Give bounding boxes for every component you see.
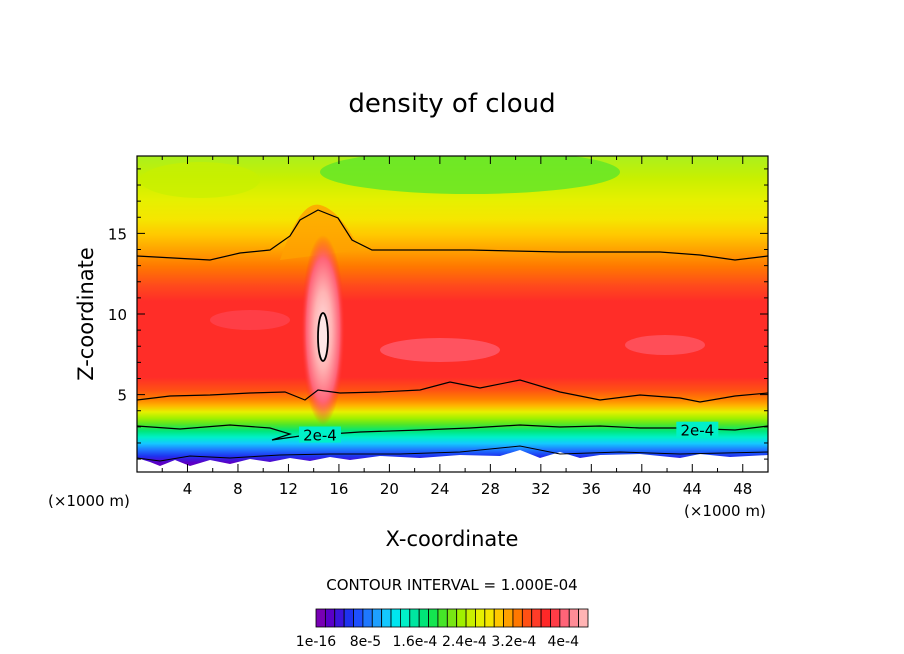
colorbar-swatch [400,608,411,628]
chart-title: density of cloud [348,89,555,119]
y-tick-label: 5 [117,387,127,405]
colorbar-swatch [531,608,542,628]
colorbar-swatch [362,608,373,628]
contour-label-background [676,421,719,438]
updraft-dome [280,204,360,260]
x-tick-label: 20 [380,480,399,498]
contour-line-2e-4 [137,424,768,441]
contour-line-lower [137,445,768,462]
colorbar-swatch [334,608,345,628]
colorbar-swatch [559,608,570,628]
mid-density-patch-right [625,335,705,355]
y-tick-label: 15 [108,225,127,243]
contour-labels: 2e-4 2e-4 [298,421,719,445]
colorbar-swatch [381,608,392,628]
x-tick-label: 8 [233,480,243,498]
colorbar-swatch [550,608,561,628]
x-tick-label: 40 [632,480,651,498]
colorbar [315,608,589,628]
contour-label: 2e-4 [303,427,337,445]
clear-air-base [137,450,768,472]
colorbar-swatch [475,608,486,628]
x-tick-label: 24 [430,480,449,498]
y-axis-label: Z-coordinate [74,247,98,381]
contour-interval-label: CONTOUR INTERVAL = 1.000E-04 [326,576,577,594]
contour-line-core [317,312,329,362]
x-tick-label: 28 [481,480,500,498]
colorbar-tick-label: 2.4e-4 [442,634,487,650]
colorbar-swatch [371,608,383,628]
x-tick-label: 36 [582,480,601,498]
colorbar-swatch [493,608,504,628]
x-unit-label-right: (×1000 m) [684,502,766,520]
colorbar-swatch [437,608,448,628]
colorbar-swatch [390,608,401,628]
colorbar-swatch [315,608,326,628]
x-tick-label: 12 [279,480,298,498]
colorbar-swatch [418,608,429,628]
contour-label: 2e-4 [680,422,714,440]
x-unit-label-left: (×1000 m) [48,492,130,510]
colorbar-tick-label: 4e-4 [548,634,580,650]
y-axis-ticks: 5 10 15 [108,168,768,460]
upper-green-region [320,156,620,194]
colorbar-swatch [512,608,523,628]
colorbar-tick-label: 3.2e-4 [491,634,536,650]
colorbar-swatch [343,608,354,628]
colorbar-tick-label: 8e-5 [350,634,381,650]
x-axis-ticks: 4 8 12 16 20 24 28 32 36 40 44 48 [161,156,752,498]
colorbar-swatch [568,608,580,628]
colorbar-swatch [578,608,589,628]
mid-density-patch-left [210,310,290,330]
upper-left-yellow-region [140,162,260,198]
colorbar-tick-label: 1e-16 [296,634,336,650]
y-tick-label: 10 [108,306,127,324]
x-tick-label: 48 [733,480,752,498]
x-tick-label: 16 [329,480,348,498]
colorbar-swatch [456,608,467,628]
colorbar-swatch [521,608,533,628]
contour-line-middle [137,379,768,403]
x-tick-label: 44 [683,480,702,498]
colorbar-tick-label: 1.6e-4 [392,634,437,650]
colorbar-swatch [465,608,476,628]
contour-line-upper [137,209,768,261]
colorbar-swatch [503,608,514,628]
colorbar-swatch [324,608,336,628]
high-density-patch [380,338,500,362]
colorbar-swatch [409,608,420,628]
colorbar-swatch [428,608,439,628]
colorbar-swatch [446,608,458,628]
colorbar-tick-labels: 1e-16 8e-5 1.6e-4 2.4e-4 3.2e-4 4e-4 [296,634,579,650]
plot-field [137,156,768,472]
x-axis-label: X-coordinate [386,527,519,551]
colorbar-swatch [540,608,551,628]
x-tick-label: 4 [183,480,193,498]
colorbar-swatch [484,608,495,628]
contour-label-background [298,426,341,443]
x-tick-label: 32 [531,480,550,498]
colorbar-swatch [353,608,364,628]
